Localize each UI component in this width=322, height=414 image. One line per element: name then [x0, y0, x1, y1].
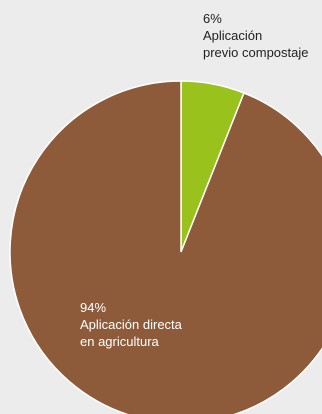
slice-percent-compostaje: 6% — [203, 11, 222, 26]
slice-text-directa-line2: en agricultura — [80, 334, 159, 349]
slice-label-compostaje: 6% Aplicación previo compostaje — [203, 10, 309, 61]
slice-text-compostaje-line2: previo compostaje — [203, 45, 309, 60]
slice-text-directa-line1: Aplicación directa — [80, 317, 182, 332]
slice-percent-directa: 94% — [80, 300, 107, 315]
slice-label-directa: 94% Aplicación directa en agricultura — [80, 299, 182, 350]
slice-text-compostaje-line1: Aplicación — [203, 28, 263, 43]
slice-directa — [9, 80, 322, 414]
